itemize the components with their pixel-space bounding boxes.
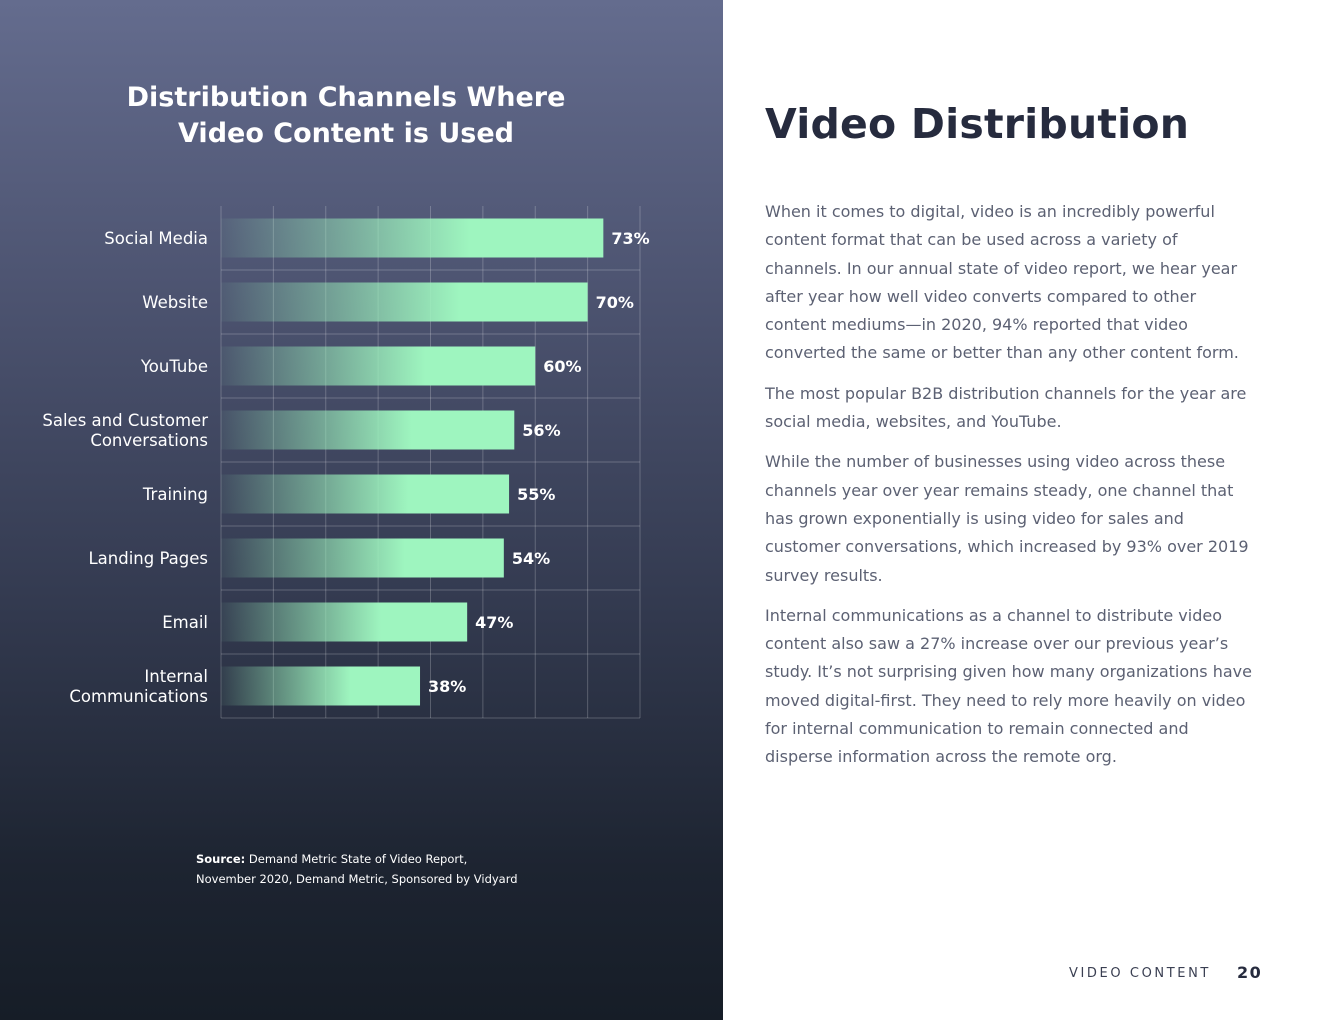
value-label-5: 54% [512, 549, 550, 568]
bar-4 [221, 474, 510, 514]
bar-0 [221, 218, 604, 258]
paragraph-1: When it comes to digital, video is an in… [765, 202, 1239, 363]
category-label-7: Communications [69, 687, 208, 706]
source-line-2: November 2020, Demand Metric, Sponsored … [196, 872, 518, 886]
paragraph-2: The most popular B2B distribution channe… [765, 383, 1247, 432]
category-label-7: Internal [144, 667, 208, 686]
article-panel: Video Distribution When it comes to digi… [723, 0, 1320, 1020]
chart-title-line-1: Distribution Channels Where [126, 82, 566, 113]
source-prefix: Source: [196, 852, 246, 866]
value-label-1: 70% [596, 293, 634, 312]
page-title: Video Distribution [765, 100, 1190, 148]
value-label-0: 73% [611, 229, 649, 248]
source-line-1: Demand Metric State of Video Report, [248, 852, 468, 866]
category-label-1: Website [142, 293, 208, 312]
category-label-3: Conversations [90, 431, 208, 450]
value-label-2: 60% [543, 357, 581, 376]
source-note: Source: Demand Metric State of Video Rep… [196, 849, 616, 889]
chart-panel: Distribution Channels Where Video Conten… [0, 0, 723, 1020]
category-label-2: YouTube [140, 357, 208, 376]
page-number: 20 [1237, 963, 1263, 982]
bar-3 [221, 410, 515, 450]
paragraph-3: While the number of businesses using vid… [765, 452, 1249, 585]
chart-title-line-2: Video Content is Used [178, 118, 514, 149]
category-label-6: Email [162, 613, 208, 632]
value-label-7: 38% [428, 677, 466, 696]
chart-title: Distribution Channels Where Video Conten… [60, 80, 632, 152]
category-label-5: Landing Pages [88, 549, 208, 568]
value-label-4: 55% [517, 485, 555, 504]
chart-bars [221, 218, 604, 706]
category-label-0: Social Media [104, 229, 208, 248]
footer-section-label: VIDEO CONTENT [1069, 966, 1211, 981]
bar-5 [221, 538, 504, 578]
value-label-3: 56% [522, 421, 560, 440]
bar-7 [221, 666, 421, 706]
bar-6 [221, 602, 468, 642]
bar-chart: 73% Social Media 70% Website 60% YouTube 56% Sa… [42, 218, 649, 706]
category-label-3: Sales and Customer [42, 411, 208, 430]
value-label-6: 47% [475, 613, 513, 632]
article-body: When it comes to digital, video is an in… [765, 198, 1255, 784]
category-label-4: Training [142, 485, 208, 504]
bar-2 [221, 346, 536, 386]
bar-1 [221, 282, 588, 322]
paragraph-4: Internal communications as a channel to … [765, 605, 1252, 767]
chart-labels: 73% Social Media 70% Website 60% YouTube 56% Sa… [42, 229, 649, 706]
